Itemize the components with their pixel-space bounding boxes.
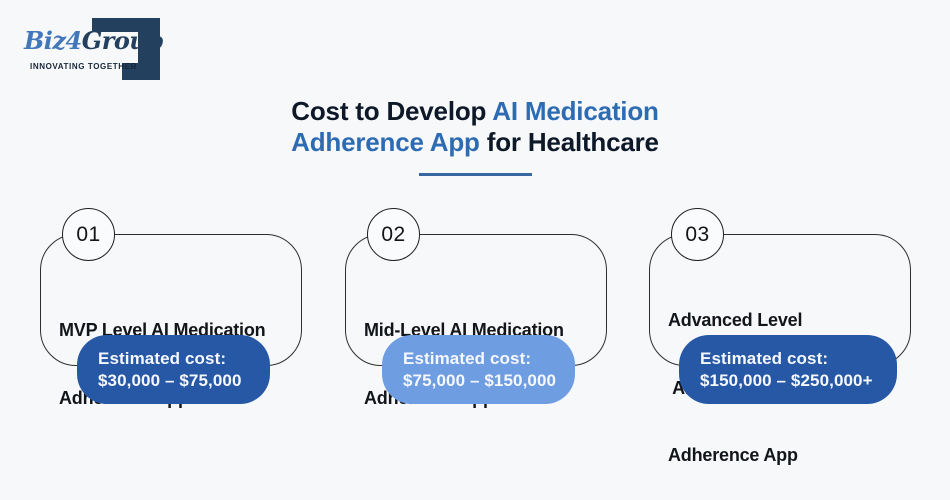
card-number-badge: 03 (671, 208, 724, 261)
estimated-cost-badge: Estimated cost: $150,000 – $250,000+ (679, 335, 897, 404)
page-title: Cost to Develop AI Medication Adherence … (0, 96, 950, 158)
pricing-card-mid: 02 Mid-Level AI Medication Adherence App… (345, 208, 607, 408)
logo-mark-icon (92, 18, 160, 80)
card-number-badge: 02 (367, 208, 420, 261)
pricing-card-advanced: 03 Advanced Level AI Medication Adherenc… (649, 208, 911, 465)
cost-value: $150,000 – $250,000+ (700, 370, 873, 390)
title-dark-1: Cost to Develop (291, 96, 493, 126)
cost-value: $75,000 – $150,000 (403, 370, 557, 390)
title-underline (419, 173, 532, 176)
logo-word-four: 4 (65, 26, 83, 55)
card-title-line: Advanced Level (668, 310, 803, 330)
logo: Biz4Group INNOVATING TOGETHER (0, 0, 210, 95)
estimated-cost-badge: Estimated cost: $30,000 – $75,000 (77, 335, 270, 404)
cost-value: $30,000 – $75,000 (98, 370, 242, 390)
estimated-cost-badge: Estimated cost: $75,000 – $150,000 (382, 335, 575, 404)
logo-word-group: Group (81, 26, 163, 55)
card-number-badge: 01 (62, 208, 115, 261)
title-blue-1: AI Medication (492, 96, 659, 126)
pricing-card-mvp: 01 MVP Level AI Medication Adherence App… (40, 208, 302, 408)
cost-label: Estimated cost: (700, 349, 829, 368)
cost-label: Estimated cost: (403, 349, 532, 368)
cost-label: Estimated cost: (98, 349, 227, 368)
logo-wordmark: Biz4Group (24, 26, 163, 55)
card-title-line: Adherence App (668, 445, 798, 465)
logo-word-biz: Biz (24, 26, 66, 55)
logo-tagline: INNOVATING TOGETHER (30, 62, 137, 71)
title-blue-2: Adherence App (291, 127, 480, 157)
title-dark-2: for Healthcare (479, 127, 659, 157)
